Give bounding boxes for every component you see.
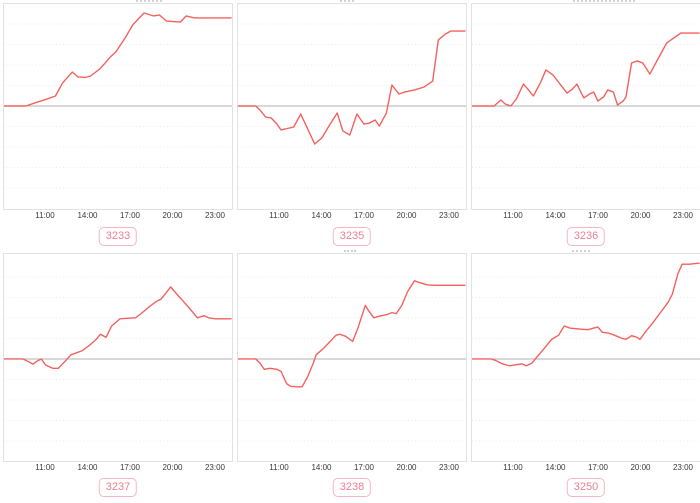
x-axis-tick-label: 14:00 xyxy=(77,211,98,220)
chart-panel-3236[interactable] xyxy=(471,3,700,210)
x-axis-tick-label: 17:00 xyxy=(119,211,141,220)
x-axis-tick-label: 17:00 xyxy=(587,211,609,220)
chart-id-badge[interactable]: 3233 xyxy=(98,227,138,246)
cropped-title-fragment xyxy=(573,0,635,2)
chart-panel-3250[interactable] xyxy=(471,253,700,462)
x-axis-tick-label: 17:00 xyxy=(353,211,375,220)
x-axis-tick-label: 23:00 xyxy=(204,211,226,220)
x-axis-tick-label: 14:00 xyxy=(545,463,566,472)
x-axis-tick-label: 20:00 xyxy=(630,463,651,472)
x-axis-labels: 11:00 14:00 17:00 20:00 23:00 xyxy=(237,211,467,222)
chart-panel-3233[interactable] xyxy=(3,3,233,210)
x-axis-tick-label: 20:00 xyxy=(630,211,651,220)
x-axis-tick-label: 23:00 xyxy=(438,211,460,220)
x-axis-tick-label: 14:00 xyxy=(311,211,332,220)
x-axis-tick-label: 11:00 xyxy=(35,211,55,220)
chart-panel-3237[interactable] xyxy=(3,253,233,462)
x-axis-labels: 11:00 14:00 17:00 20:00 23:00 xyxy=(471,211,700,222)
x-axis-tick-label: 23:00 xyxy=(438,463,460,472)
x-axis-tick-label: 11:00 xyxy=(269,211,289,220)
line-chart-3235 xyxy=(238,23,466,189)
chart-panel-3238[interactable] xyxy=(237,253,467,462)
cropped-title-fragment xyxy=(344,250,356,252)
x-axis-tick-label: 11:00 xyxy=(503,211,523,220)
x-axis-labels: 11:00 14:00 17:00 20:00 23:00 xyxy=(237,463,467,474)
x-axis-labels: 11:00 14:00 17:00 20:00 23:00 xyxy=(3,463,233,474)
line-chart-3236 xyxy=(472,23,700,189)
x-axis-tick-label: 17:00 xyxy=(587,463,609,472)
x-axis-tick-label: 23:00 xyxy=(672,211,694,220)
x-axis-tick-label: 17:00 xyxy=(353,463,375,472)
chart-id-badge[interactable]: 3235 xyxy=(332,227,372,246)
x-axis-tick-label: 23:00 xyxy=(204,463,226,472)
chart-id-badge[interactable]: 3236 xyxy=(566,227,606,246)
x-axis-tick-label: 23:00 xyxy=(672,463,694,472)
x-axis-tick-label: 20:00 xyxy=(396,463,417,472)
chart-id-badge[interactable]: 3238 xyxy=(332,478,372,497)
x-axis-labels: 11:00 14:00 17:00 20:00 23:00 xyxy=(3,211,233,222)
chart-panel-3235[interactable] xyxy=(237,3,467,210)
x-axis-tick-label: 11:00 xyxy=(503,463,523,472)
x-axis-tick-label: 14:00 xyxy=(77,463,98,472)
x-axis-tick-label: 11:00 xyxy=(35,463,55,472)
cropped-title-fragment xyxy=(572,250,590,252)
line-chart-3237 xyxy=(4,276,232,442)
chart-id-badge[interactable]: 3250 xyxy=(566,478,606,497)
line-chart-3238 xyxy=(238,276,466,442)
line-chart-3233 xyxy=(4,12,232,189)
x-axis-labels: 11:00 14:00 17:00 20:00 23:00 xyxy=(471,463,700,474)
x-axis-tick-label: 17:00 xyxy=(119,463,141,472)
cropped-title-fragment xyxy=(340,0,354,2)
x-axis-tick-label: 20:00 xyxy=(162,463,183,472)
line-chart-3250 xyxy=(472,262,700,442)
x-axis-tick-label: 20:00 xyxy=(162,211,183,220)
chart-id-badge[interactable]: 3237 xyxy=(98,478,138,497)
x-axis-tick-label: 14:00 xyxy=(311,463,332,472)
x-axis-tick-label: 11:00 xyxy=(269,463,289,472)
x-axis-tick-label: 14:00 xyxy=(545,211,566,220)
cropped-title-fragment xyxy=(136,0,162,2)
x-axis-tick-label: 20:00 xyxy=(396,211,417,220)
